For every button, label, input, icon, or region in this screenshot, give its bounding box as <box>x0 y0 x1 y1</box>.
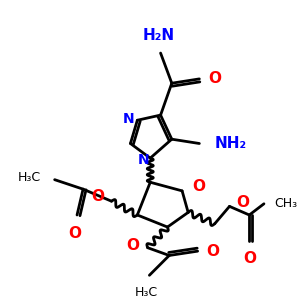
Text: H₃C: H₃C <box>135 286 158 298</box>
Text: O: O <box>92 189 105 204</box>
Text: O: O <box>243 251 256 266</box>
Text: H₂N: H₂N <box>143 28 175 43</box>
Text: O: O <box>126 238 139 253</box>
Text: N: N <box>123 112 134 125</box>
Text: O: O <box>236 195 249 210</box>
Text: N: N <box>138 153 149 167</box>
Text: O: O <box>206 244 219 259</box>
Text: O: O <box>193 179 206 194</box>
Text: H₃C: H₃C <box>18 172 41 184</box>
Text: O: O <box>68 226 81 241</box>
Text: CH₃: CH₃ <box>274 197 297 210</box>
Text: O: O <box>208 71 221 86</box>
Text: NH₂: NH₂ <box>215 136 247 151</box>
